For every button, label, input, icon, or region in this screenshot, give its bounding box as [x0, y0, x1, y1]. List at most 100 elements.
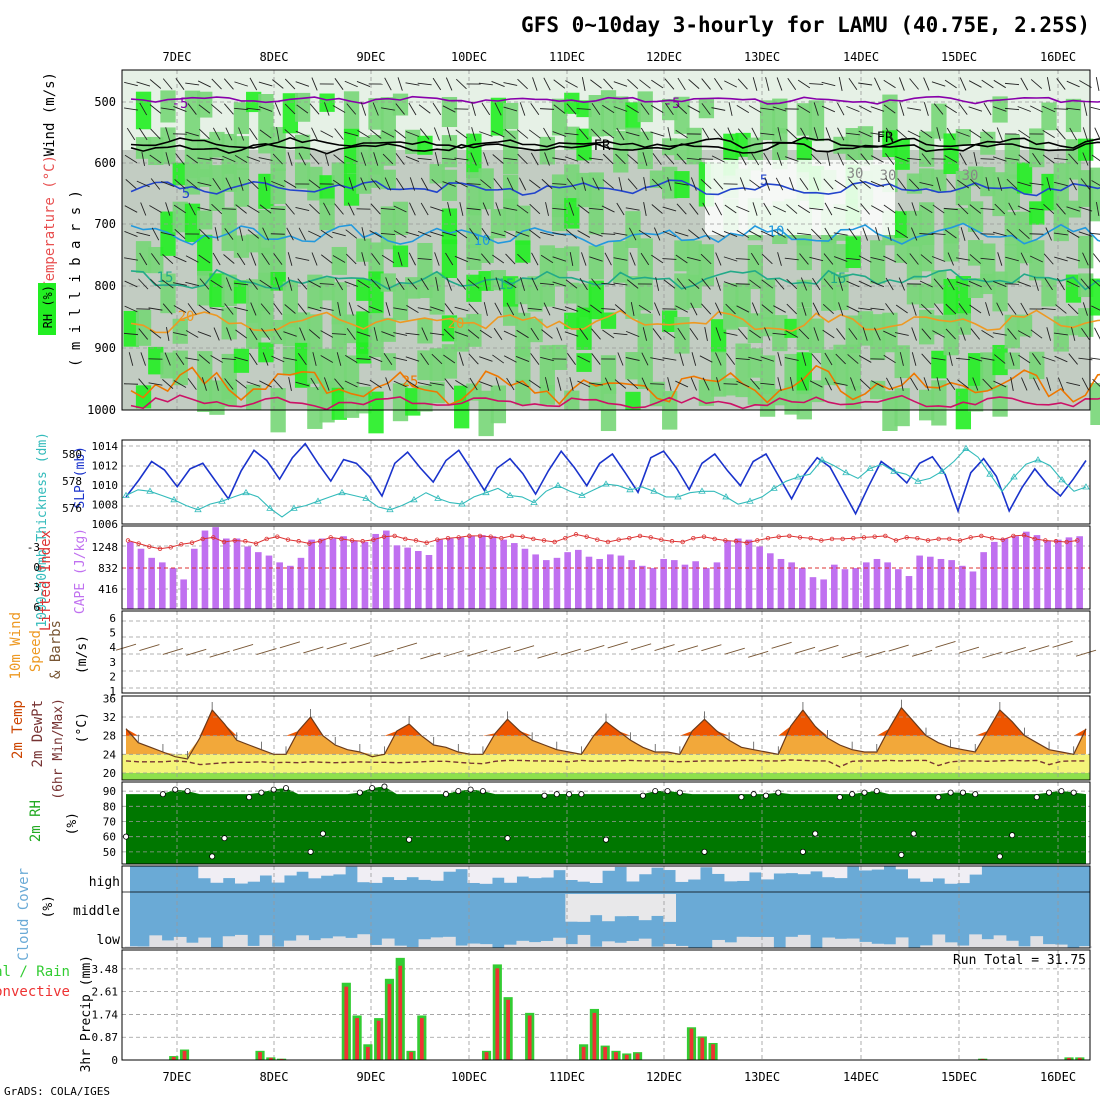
rh-patch [674, 171, 690, 199]
wind-barb [528, 379, 541, 389]
wind-barb [344, 131, 359, 137]
wind-barb [699, 158, 714, 160]
wind-barb [491, 130, 505, 138]
wind-barb [492, 254, 505, 264]
wind-barb [272, 153, 283, 165]
wind-barb [541, 329, 553, 339]
wind-barb [772, 332, 787, 336]
wind-barb [809, 256, 824, 262]
rh-patch [441, 169, 458, 201]
wind-barb [187, 103, 197, 115]
wind-barb [969, 129, 982, 139]
wind-barb [629, 227, 637, 241]
wind-barb [801, 352, 807, 366]
contour-label: 5 [182, 186, 190, 202]
rh-patch [955, 388, 972, 430]
wind-barb [750, 252, 760, 266]
rh-patch [197, 169, 213, 187]
wind-barb [174, 179, 186, 189]
wind-barb [834, 179, 847, 189]
wind-barb [858, 105, 872, 113]
cloud-high-clear [222, 866, 236, 879]
wind-barb [604, 252, 612, 266]
rh-patch [613, 130, 629, 173]
wind-barb [675, 129, 688, 139]
wind-barb [309, 103, 320, 115]
wind-barb [504, 129, 516, 139]
wind-barb [900, 377, 904, 391]
wind-barb [198, 304, 211, 314]
wind-barb [1095, 77, 1100, 91]
rh-patch [282, 93, 299, 134]
wind-barb [1082, 302, 1088, 316]
wind-barb [454, 180, 468, 188]
wind10-point [1036, 675, 1042, 681]
rh-patch [319, 175, 335, 206]
precip-conv-bar [409, 1052, 413, 1060]
rh-point [775, 789, 782, 796]
wind-barb [468, 353, 479, 365]
wind-barb [822, 303, 834, 315]
wind-barb [923, 377, 930, 391]
wind-barb [494, 302, 502, 316]
rh-patch [356, 238, 372, 262]
rh-patch [392, 383, 409, 422]
wind-barb [638, 304, 652, 314]
cloud-level-label: middle [73, 904, 120, 919]
wind10-ylabel-c: & Barbs [48, 620, 64, 679]
wind-barb [1046, 177, 1051, 191]
rh-patch [478, 390, 494, 437]
rh-patch [172, 350, 188, 386]
cape-bar [308, 539, 315, 609]
x-tick-label-bottom: 9DEC [357, 1070, 386, 1084]
wind-barb [650, 357, 665, 361]
wind10-point [322, 629, 328, 635]
wind-barb [198, 354, 211, 364]
cloud-middle-clear [589, 894, 603, 916]
wind-barb [797, 204, 811, 214]
wind-barb [1083, 102, 1088, 116]
wind-barb [640, 103, 650, 115]
wind-barb [272, 79, 284, 89]
wind-barb [921, 353, 932, 365]
thickness-y-tick: 580 [62, 448, 82, 461]
wind-barb [249, 127, 258, 141]
wind10-barb [958, 646, 980, 654]
rh-patch [441, 96, 458, 128]
wind-barb [667, 177, 672, 191]
wind-barb [577, 154, 590, 164]
cape-bar [841, 569, 849, 609]
cape-bar [169, 568, 177, 609]
rh-patch [160, 352, 176, 379]
wind-barb [247, 204, 260, 214]
wind10-barb [537, 651, 558, 659]
x-tick-label-bottom: 15DEC [941, 1070, 977, 1084]
wind-barb [1041, 307, 1056, 311]
wind-barb [980, 158, 995, 160]
wind-barb [735, 283, 750, 285]
wind-barb [933, 278, 944, 290]
wind10-barb [350, 642, 371, 650]
rh-patch [894, 211, 910, 244]
wind10-point [275, 681, 281, 687]
wind-barb [846, 105, 860, 113]
rh-point [566, 791, 573, 798]
wind10-y-tick: 6 [109, 612, 116, 625]
rh-patch [931, 103, 947, 139]
rh-patch [637, 131, 653, 170]
wind-barb [138, 278, 149, 290]
wind10-barb [162, 647, 183, 655]
wind-barb [520, 277, 526, 291]
wind-barb [1069, 127, 1078, 141]
rh-patch [258, 342, 274, 363]
profile-frame [121, 69, 1091, 411]
wind-barb [331, 333, 347, 335]
rh-point [406, 836, 413, 843]
precip-ylabel-b: Convective [0, 984, 70, 1000]
wind-barb [495, 377, 501, 391]
wind-barb [405, 231, 420, 237]
contour-label: 30 [962, 168, 979, 184]
wind-barb [687, 105, 701, 113]
wind10-point [416, 665, 422, 671]
rh-patch [417, 242, 433, 283]
